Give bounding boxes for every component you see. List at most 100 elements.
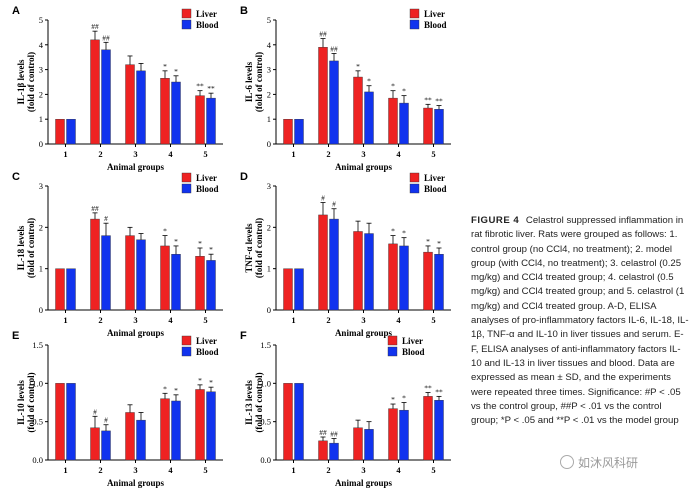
significance-mark: * bbox=[163, 384, 167, 393]
y-tick-label: 4 bbox=[39, 40, 44, 50]
x-tick-label: 2 bbox=[326, 465, 330, 475]
legend-label-blood: Blood bbox=[424, 20, 447, 30]
y-axis-title: TNF-α levels bbox=[244, 223, 254, 273]
significance-mark: ## bbox=[91, 204, 99, 213]
watermark-text: 如沐风科研 bbox=[578, 455, 639, 470]
y-axis-title: IL-10 levels bbox=[16, 380, 26, 425]
x-tick-label: 2 bbox=[98, 465, 102, 475]
y-tick-label: 1.5 bbox=[260, 340, 271, 350]
y-tick-label: 3 bbox=[267, 65, 271, 75]
significance-mark: ** bbox=[207, 84, 215, 93]
bar-liver bbox=[318, 214, 328, 311]
bar-liver bbox=[90, 39, 100, 145]
legend-label-blood: Blood bbox=[424, 184, 447, 194]
y-tick-label: 3 bbox=[39, 65, 43, 75]
x-tick-label: 4 bbox=[168, 465, 173, 475]
bar-liver bbox=[283, 268, 293, 311]
y-tick-label: 2 bbox=[267, 89, 271, 99]
x-tick-label: 4 bbox=[168, 149, 173, 159]
significance-mark: ## bbox=[319, 30, 327, 39]
legend-swatch-blood bbox=[409, 183, 420, 194]
bar-liver bbox=[353, 76, 363, 145]
bar-liver bbox=[388, 243, 398, 311]
legend-swatch-liver bbox=[181, 335, 192, 346]
legend-swatch-blood bbox=[181, 346, 192, 357]
panel-letter: C bbox=[12, 171, 20, 183]
y-tick-label: 1 bbox=[39, 264, 43, 274]
significance-mark: * bbox=[163, 62, 167, 71]
bar-liver bbox=[160, 245, 170, 311]
bar-liver bbox=[388, 408, 398, 461]
y-tick-label: 3 bbox=[267, 181, 271, 191]
legend-swatch-liver bbox=[181, 8, 192, 19]
legend-label-liver: Liver bbox=[196, 173, 217, 183]
bar-blood bbox=[66, 118, 76, 145]
y-axis-subtitle: (fold of control) bbox=[254, 372, 264, 432]
significance-mark: ** bbox=[424, 384, 432, 393]
significance-mark: * bbox=[402, 394, 406, 403]
significance-mark: # bbox=[104, 214, 108, 223]
bar-liver bbox=[283, 118, 293, 145]
y-tick-label: 0 bbox=[267, 305, 271, 315]
caption-text: Celastrol suppressed inflammation in rat… bbox=[471, 215, 689, 427]
bar-liver bbox=[125, 235, 135, 311]
significance-mark: ** bbox=[196, 82, 204, 91]
bar-blood bbox=[329, 442, 339, 461]
legend-label-liver: Liver bbox=[196, 336, 217, 346]
significance-mark: ## bbox=[330, 44, 338, 53]
bar-blood bbox=[101, 430, 111, 461]
significance-mark: # bbox=[104, 416, 108, 425]
y-tick-label: 1.5 bbox=[32, 340, 43, 350]
significance-mark: ## bbox=[102, 33, 110, 42]
panel-letter: F bbox=[240, 330, 247, 342]
significance-mark: * bbox=[391, 395, 395, 404]
x-tick-label: 1 bbox=[63, 149, 67, 159]
significance-mark: # bbox=[332, 200, 336, 209]
x-tick-label: 5 bbox=[203, 465, 207, 475]
y-tick-label: 5 bbox=[267, 15, 271, 25]
bar-blood bbox=[329, 60, 339, 145]
legend-label-liver: Liver bbox=[424, 173, 445, 183]
x-tick-label: 1 bbox=[63, 465, 67, 475]
bar-blood bbox=[294, 118, 304, 145]
significance-mark: * bbox=[402, 87, 406, 96]
y-tick-label: 2 bbox=[267, 222, 271, 232]
legend-swatch-blood bbox=[387, 346, 398, 357]
y-tick-label: 4 bbox=[267, 40, 272, 50]
bar-liver bbox=[195, 256, 205, 311]
legend-label-liver: Liver bbox=[402, 336, 423, 346]
panel-letter: A bbox=[12, 5, 20, 17]
bar-blood bbox=[294, 268, 304, 311]
x-axis-title: Animal groups bbox=[335, 162, 393, 172]
significance-mark: # bbox=[321, 194, 325, 203]
significance-mark: * bbox=[174, 237, 178, 246]
watermark: 如沐风科研 bbox=[560, 453, 686, 471]
x-axis-title: Animal groups bbox=[107, 162, 165, 172]
bar-liver bbox=[318, 440, 328, 461]
bar-liver bbox=[55, 383, 65, 461]
bar-blood bbox=[136, 239, 146, 311]
bar-blood bbox=[206, 260, 216, 311]
bar-blood bbox=[294, 383, 304, 461]
bar-blood bbox=[136, 419, 146, 461]
legend-swatch-liver bbox=[181, 172, 192, 183]
legend-label-blood: Blood bbox=[196, 20, 219, 30]
x-tick-label: 5 bbox=[431, 149, 435, 159]
x-tick-label: 3 bbox=[361, 315, 365, 325]
bar-blood bbox=[434, 109, 444, 145]
figure-caption: FIGURE 4 Celastrol suppressed inflammati… bbox=[471, 214, 691, 428]
x-axis-title: Animal groups bbox=[107, 328, 165, 338]
bar-blood bbox=[206, 391, 216, 461]
y-axis-subtitle: (fold of control) bbox=[254, 52, 264, 112]
significance-mark: * bbox=[391, 227, 395, 236]
y-tick-label: 1.0 bbox=[260, 378, 271, 388]
y-tick-label: 1 bbox=[267, 264, 271, 274]
y-tick-label: 1 bbox=[267, 114, 271, 124]
y-tick-label: 2 bbox=[39, 89, 43, 99]
significance-mark: * bbox=[437, 239, 441, 248]
legend-swatch-liver bbox=[387, 335, 398, 346]
x-tick-label: 2 bbox=[98, 315, 102, 325]
significance-mark: ** bbox=[424, 95, 432, 104]
